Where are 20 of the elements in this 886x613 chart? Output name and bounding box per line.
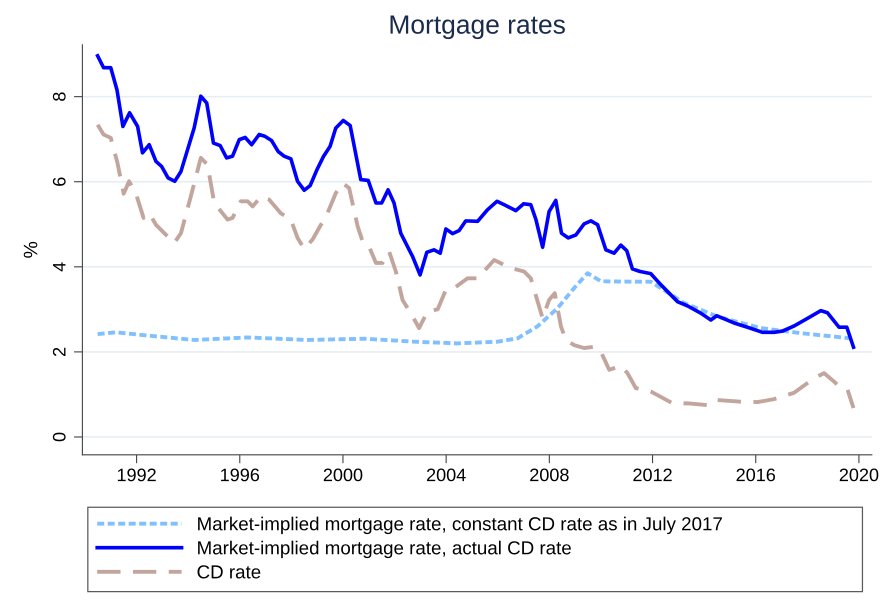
legend-label: CD rate xyxy=(198,565,260,579)
x-tick-label: 1996 xyxy=(221,468,260,482)
x-tick-label: 2012 xyxy=(633,468,672,482)
y-tick-label: 8 xyxy=(52,92,66,101)
x-tick-label: 2000 xyxy=(324,468,362,482)
chart-title: Mortgage rates xyxy=(390,15,565,40)
y-tick-label: 2 xyxy=(52,348,66,356)
line-series xyxy=(96,54,856,350)
y-tick-label: 0 xyxy=(52,432,66,442)
y-tick-label: 6 xyxy=(52,178,66,186)
line-series xyxy=(96,122,856,410)
legend-label: Market-implied mortgage rate, actual CD rate xyxy=(198,540,571,558)
legend-label: Market-implied mortgage rate, constant CD rate as in July 2017 xyxy=(198,516,722,534)
y-axis-title: % xyxy=(24,242,38,258)
x-tick-label: 2016 xyxy=(736,468,776,482)
x-tick-label: 2020 xyxy=(840,468,878,482)
y-tick-label: 4 xyxy=(53,262,66,272)
x-tick-label: 2008 xyxy=(530,468,569,482)
x-tick-label: 2004 xyxy=(426,468,466,482)
x-tick-label: 1992 xyxy=(118,468,156,482)
